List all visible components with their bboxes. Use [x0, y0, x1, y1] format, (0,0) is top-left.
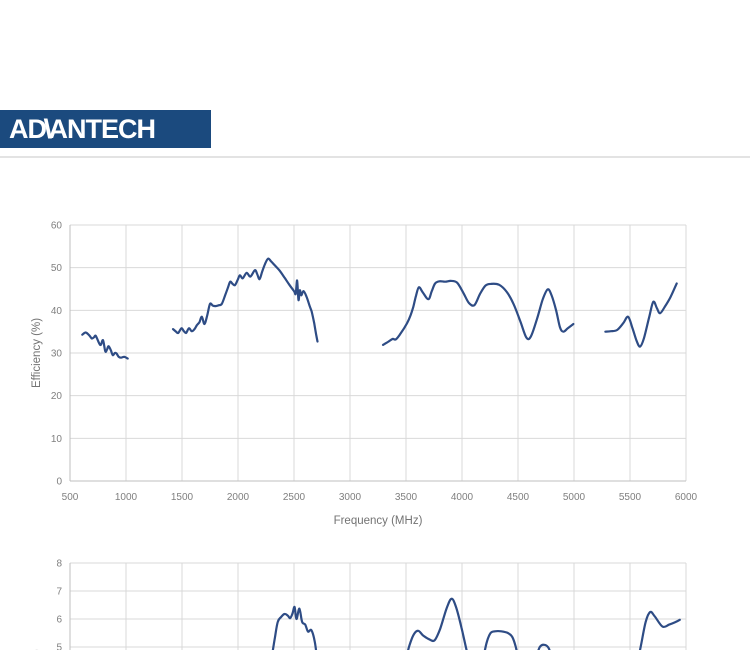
y-tick-label: 0: [56, 477, 62, 488]
y-tick-label: 8: [56, 559, 62, 570]
x-tick-label: 5500: [619, 492, 642, 503]
logo-text-part: AD: [9, 113, 47, 144]
gain-chart: 0123456785001000150020002500300035004000…: [31, 559, 687, 650]
header-divider-line: [0, 156, 750, 158]
y-axis-title: Gain (dBi): [31, 649, 43, 650]
x-tick-label: 1500: [171, 492, 194, 503]
y-tick-label: 40: [51, 306, 63, 317]
series-line-band-2300-2700: [271, 605, 318, 650]
series-line-band-3300-5000: [381, 279, 575, 346]
y-tick-label: 20: [51, 391, 63, 402]
x-tick-label: 4000: [451, 492, 474, 503]
series-line-band-5600-5950: [638, 610, 681, 650]
y-tick-label: 10: [51, 434, 63, 445]
series-line-band-600-1000: [81, 331, 129, 360]
efficiency-chart: 0 10 20 30 40 50 60 500 1000 1500 2000 2500 3000 3500…: [31, 221, 698, 528]
logo-v-stroke: \: [43, 113, 53, 144]
y-tick-label: 60: [51, 221, 63, 232]
x-tick-label: 500: [62, 492, 79, 503]
series-line-band-3500-4050: [407, 597, 468, 650]
x-tick-label: 3500: [395, 492, 418, 503]
series-line-band-1400-2700: [171, 257, 319, 343]
series-line-band-4200-4500: [483, 629, 518, 650]
x-axis-title: Frequency (MHz): [334, 515, 423, 527]
advantech-logo-text: AD \ ANTECH: [9, 113, 156, 144]
y-tick-label: 50: [51, 263, 63, 274]
y-tick-label: 7: [56, 587, 62, 598]
x-tick-label: 3000: [339, 492, 362, 503]
x-tick-label: 2000: [227, 492, 250, 503]
y-tick-label: 6: [56, 615, 62, 626]
y-axis-title: Efficiency (%): [31, 318, 43, 388]
x-tick-label: 2500: [283, 492, 306, 503]
series-line-band-5300-5900: [604, 282, 678, 348]
y-tick-label: 30: [51, 349, 63, 360]
x-tick-label: 1000: [115, 492, 138, 503]
y-tick-label: 5: [56, 643, 62, 650]
advantech-logo: AD \ ANTECH: [0, 110, 211, 148]
x-tick-label: 4500: [507, 492, 530, 503]
x-tick-label: 5000: [563, 492, 586, 503]
x-tick-label: 6000: [675, 492, 698, 503]
logo-text-part: ANTECH: [48, 113, 156, 144]
